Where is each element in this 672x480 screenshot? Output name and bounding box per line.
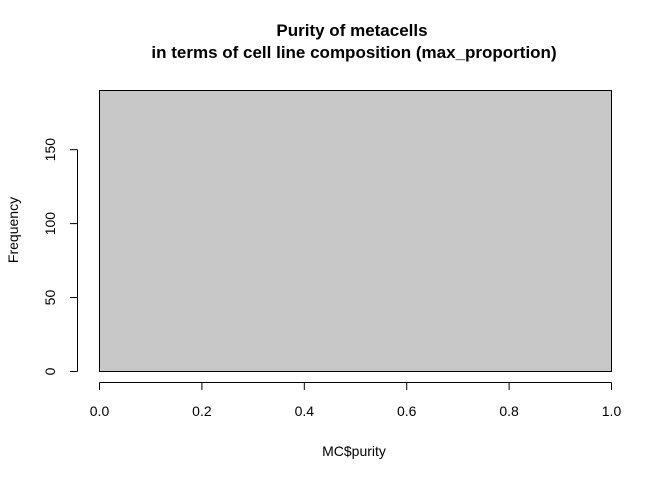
x-tick-label-1: 0.2 — [192, 403, 212, 419]
histogram-bar-0 — [99, 90, 612, 372]
y-axis: 0 50 100 150 — [42, 138, 78, 375]
chart-title-line-2: in terms of cell line composition (max_p… — [151, 43, 556, 62]
y-tick-label-1: 50 — [42, 290, 58, 306]
x-tick-label-3: 0.6 — [397, 403, 417, 419]
x-axis-label: MC$purity — [322, 443, 386, 459]
x-tick-label-2: 0.4 — [295, 403, 315, 419]
x-tick-label-5: 1.0 — [602, 403, 622, 419]
y-tick-label-3: 150 — [42, 138, 58, 162]
chart-title-line-1: Purity of metacells — [276, 21, 427, 40]
x-tick-label-0: 0.0 — [90, 403, 110, 419]
y-axis-label: Frequency — [5, 197, 21, 263]
y-tick-label-2: 100 — [42, 212, 58, 236]
y-tick-label-0: 0 — [42, 367, 58, 375]
x-tick-label-4: 0.8 — [499, 403, 519, 419]
x-axis: 0.0 0.2 0.4 0.6 0.8 1.0 — [90, 382, 622, 419]
bars-layer — [99, 90, 612, 372]
